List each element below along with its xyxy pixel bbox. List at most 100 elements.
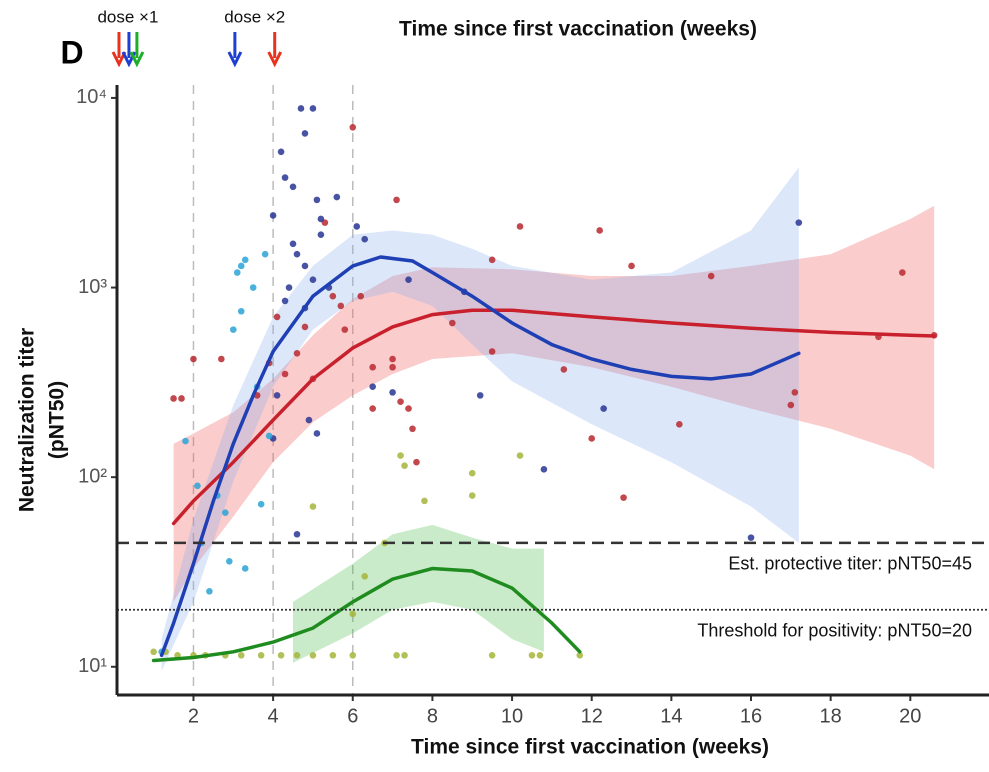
data-point xyxy=(488,348,496,355)
data-point xyxy=(249,284,257,291)
data-point xyxy=(281,174,289,181)
top-axis-label: Time since first vaccination (weeks) xyxy=(399,18,757,41)
data-point xyxy=(369,363,376,371)
data-point xyxy=(297,105,305,112)
data-point xyxy=(194,482,201,490)
data-point xyxy=(313,430,321,437)
confidence-band xyxy=(293,524,544,663)
data-point xyxy=(273,392,281,399)
data-point xyxy=(222,509,229,516)
data-point xyxy=(369,383,376,391)
data-point xyxy=(237,651,245,659)
data-point xyxy=(421,497,428,505)
dose-arrow xyxy=(267,32,283,68)
data-point xyxy=(182,437,189,445)
y-axis-label: (pNT50) xyxy=(46,381,69,459)
data-point xyxy=(333,193,341,201)
data-point xyxy=(349,610,357,618)
dose-arrow xyxy=(129,32,145,68)
data-point xyxy=(409,425,416,433)
reference-label: Threshold for positivity: pNT50=20 xyxy=(697,620,972,640)
data-point xyxy=(313,196,321,204)
data-point xyxy=(309,651,317,659)
y-tick-label: 10¹ xyxy=(78,655,107,677)
fit-line xyxy=(151,566,582,663)
data-point xyxy=(170,395,177,402)
data-point xyxy=(293,350,301,357)
data-point xyxy=(405,276,412,284)
data-point xyxy=(707,272,715,280)
data-point xyxy=(468,469,476,477)
data-point xyxy=(309,276,317,284)
data-point xyxy=(265,432,273,440)
data-point xyxy=(401,462,408,469)
data-point xyxy=(293,250,301,258)
x-tick-label: 2 xyxy=(188,705,199,727)
data-point xyxy=(233,269,241,276)
data-point xyxy=(389,363,396,371)
x-tick-label: 20 xyxy=(899,705,921,727)
data-point xyxy=(301,323,309,331)
data-point xyxy=(516,223,524,230)
data-point xyxy=(237,307,245,315)
data-point xyxy=(620,494,627,501)
data-point xyxy=(349,651,357,659)
data-point xyxy=(337,302,345,310)
panel-label: D xyxy=(60,34,83,70)
fit-line xyxy=(159,255,801,658)
data-point xyxy=(269,212,277,219)
dose-arrow xyxy=(227,32,243,68)
confidence-band xyxy=(173,205,935,602)
data-point xyxy=(353,223,361,230)
data-point xyxy=(676,421,683,428)
confidence-band xyxy=(161,167,799,671)
data-point xyxy=(329,292,337,300)
fit-line xyxy=(171,308,936,526)
data-point xyxy=(301,262,309,270)
data-point xyxy=(309,503,317,510)
data-point xyxy=(791,389,799,396)
data-point xyxy=(178,395,185,402)
dose-arrow xyxy=(111,32,127,68)
data-point xyxy=(536,651,544,659)
data-point xyxy=(528,651,536,659)
data-point xyxy=(289,183,297,191)
data-point xyxy=(795,219,803,226)
data-point xyxy=(289,240,297,248)
x-tick-label: 6 xyxy=(347,705,358,727)
data-point xyxy=(277,651,285,659)
x-tick-label: 16 xyxy=(740,705,762,727)
x-tick-label: 14 xyxy=(660,705,682,727)
data-point xyxy=(218,355,225,363)
data-point xyxy=(488,256,496,264)
data-point xyxy=(488,651,496,659)
data-point xyxy=(237,262,245,270)
data-point xyxy=(361,235,369,243)
dose-label: dose ×2 xyxy=(224,7,285,26)
x-axis-label: Time since first vaccination (weeks) xyxy=(411,736,769,759)
data-point xyxy=(241,256,249,264)
data-point xyxy=(560,366,568,373)
data-point xyxy=(273,313,281,321)
data-point xyxy=(588,435,596,442)
dose-label: dose ×1 xyxy=(97,7,158,26)
data-point xyxy=(389,355,396,363)
data-point xyxy=(393,196,400,204)
reference-label: Est. protective titer: pNT50=45 xyxy=(728,554,972,574)
data-point xyxy=(293,530,301,538)
data-point xyxy=(150,648,157,656)
data-point xyxy=(596,227,603,234)
data-point xyxy=(600,405,607,412)
x-tick-label: 4 xyxy=(268,705,279,727)
data-point xyxy=(449,319,456,327)
data-point xyxy=(190,355,197,363)
data-point xyxy=(389,389,396,396)
x-tick-label: 18 xyxy=(820,705,842,727)
data-point xyxy=(285,284,293,291)
data-point xyxy=(206,588,213,595)
data-point xyxy=(747,534,755,541)
data-point xyxy=(397,452,404,459)
y-tick-label: 10² xyxy=(78,465,107,487)
data-point xyxy=(397,398,404,406)
